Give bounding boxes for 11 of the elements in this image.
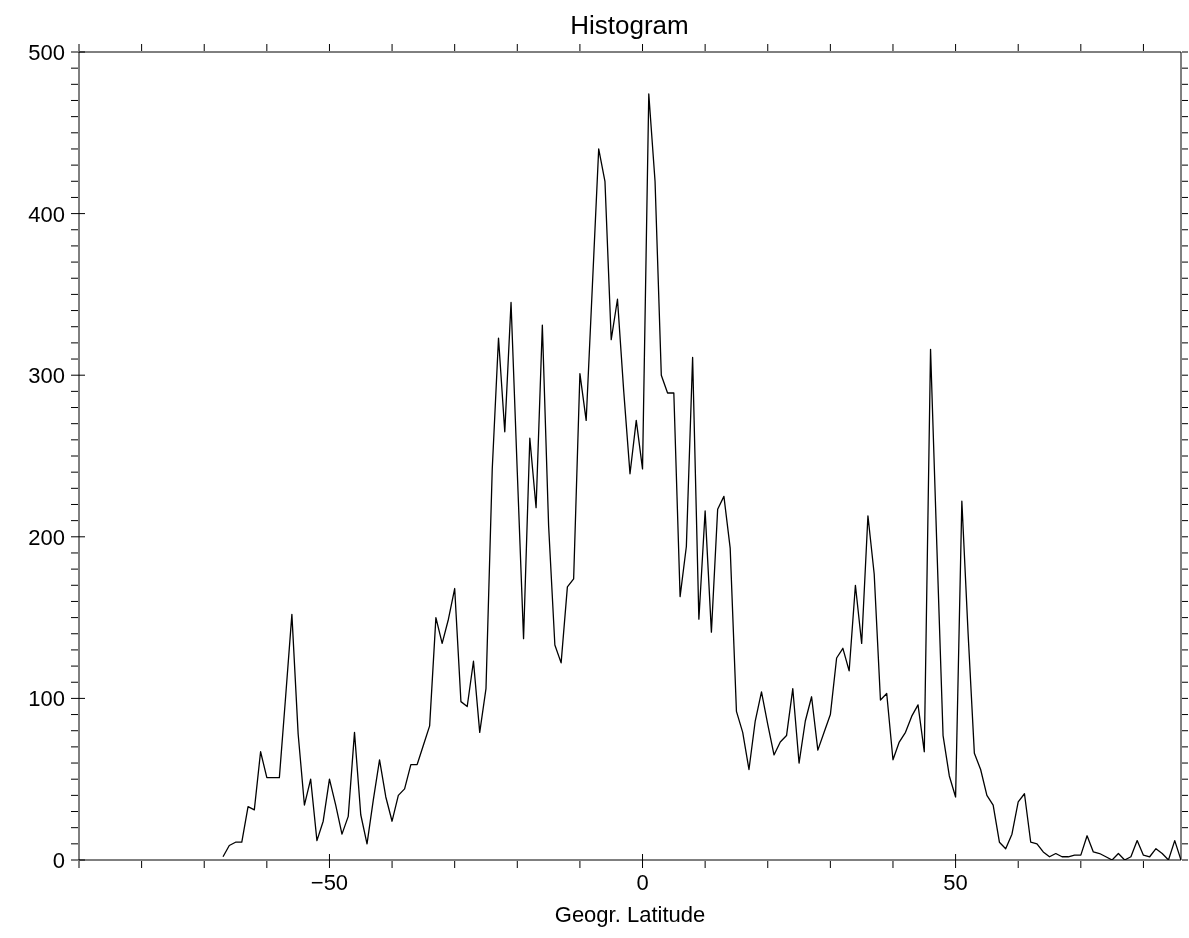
x-tick-label: −50 bbox=[310, 870, 349, 895]
chart-title: Histogram bbox=[569, 10, 690, 41]
y-tick-label: 500 bbox=[28, 40, 65, 65]
y-tick-label: 100 bbox=[28, 686, 65, 712]
y-tick-label: 300 bbox=[28, 363, 65, 389]
y-tick-label: 0 bbox=[52, 848, 65, 873]
y-tick-label: 400 bbox=[28, 201, 65, 227]
x-axis-title: Geogr. Latitude bbox=[554, 902, 706, 927]
x-tick-label: 0 bbox=[636, 870, 649, 895]
x-tick-label: 50 bbox=[943, 870, 968, 895]
y-tick-label: 200 bbox=[28, 524, 65, 550]
